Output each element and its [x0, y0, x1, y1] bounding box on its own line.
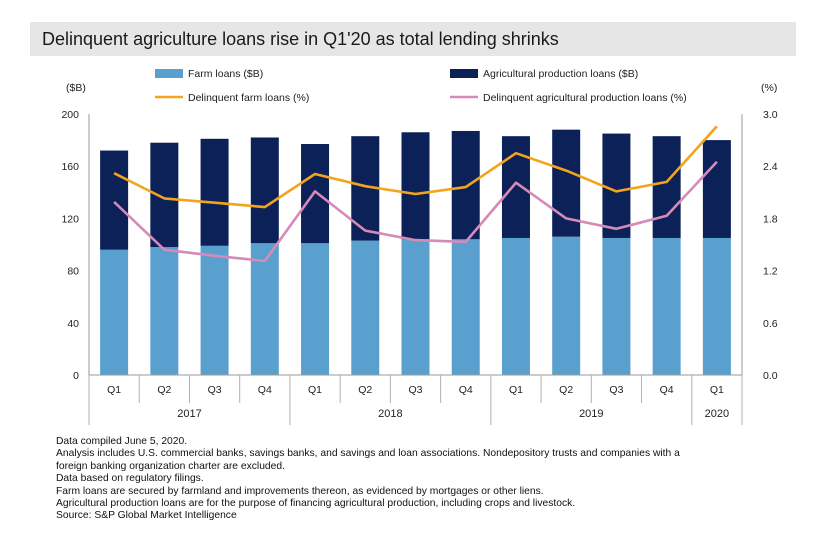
bar-farm-loans [200, 245, 229, 375]
footnote-analysis: Analysis includes U.S. commercial banks,… [56, 448, 680, 460]
quarter-label: Q1 [308, 384, 322, 396]
right-tick-label: 1.8 [763, 213, 778, 225]
bar-farm-loans [250, 243, 279, 375]
bar-ag-production-loans [100, 150, 129, 250]
bar-ag-production-loans [451, 130, 480, 240]
left-axis-ticks: 0 40 80 120 160 200 [61, 109, 79, 382]
bar-farm-loans [401, 239, 430, 375]
line-delinquent-farm-loans [113, 125, 718, 209]
legend-label-ag-production-loans: Agricultural production loans ($B) [483, 68, 638, 80]
right-tick-label: 2.4 [763, 161, 778, 173]
quarter-label: Q1 [107, 384, 121, 396]
footnote-compiled: Data compiled June 5, 2020. [56, 436, 188, 447]
legend-label-farm-loans: Farm loans ($B) [188, 68, 263, 80]
left-tick-label: 160 [61, 161, 79, 173]
x-axis: Q1 Q2 Q3 Q4 Q1 Q2 Q3 Q4 Q1 Q2 Q3 Q4 Q1 2017 2018 2019 20… [88, 114, 743, 425]
bar-ag-production-loans [401, 132, 430, 240]
quarter-label: Q4 [459, 384, 473, 396]
footnote-farm-loans: Farm loans are secured by farmland and i… [56, 485, 544, 497]
quarter-label: Q3 [408, 384, 422, 396]
right-tick-label: 1.2 [763, 266, 778, 278]
chart-area: Farm loans ($B) Agricultural production … [30, 56, 796, 431]
quarter-label: Q3 [208, 384, 222, 396]
chart-svg: Farm loans ($B) Agricultural production … [61, 68, 778, 425]
year-label: 2019 [579, 408, 603, 420]
bar-farm-loans [552, 236, 581, 375]
footnote-ag-production: Agricultural production loans are for th… [56, 498, 576, 510]
legend: Farm loans ($B) Agricultural production … [155, 68, 687, 104]
right-axis-ticks: 0.0 0.6 1.2 1.8 2.4 3.0 [763, 109, 778, 382]
bar-ag-production-loans [301, 144, 330, 244]
left-tick-label: 40 [67, 318, 79, 330]
bar-farm-loans [150, 247, 179, 375]
quarter-label: Q4 [660, 384, 674, 396]
left-tick-label: 120 [61, 213, 79, 225]
right-axis-unit-label: (%) [761, 82, 777, 94]
bar-farm-loans [501, 237, 530, 375]
bar-farm-loans [301, 243, 330, 375]
lines [113, 125, 718, 263]
left-tick-label: 200 [61, 109, 79, 121]
right-tick-label: 0.0 [763, 370, 778, 382]
title-bar [30, 22, 796, 56]
bar-ag-production-loans [702, 140, 731, 238]
footnote-analysis-cont: foreign banking organization charter are… [56, 460, 285, 472]
bar-farm-loans [702, 237, 731, 375]
legend-label-delinquent-farm: Delinquent farm loans (%) [188, 92, 309, 104]
left-axis-unit-label: ($B) [66, 82, 86, 94]
legend-swatch-farm-loans [155, 69, 183, 78]
quarter-label: Q2 [358, 384, 372, 396]
bar-ag-production-loans [250, 137, 279, 244]
bar-farm-loans [100, 249, 129, 375]
legend-swatch-ag-production-loans [450, 69, 478, 78]
year-label: 2018 [378, 408, 402, 420]
bar-farm-loans [652, 237, 681, 375]
right-tick-label: 0.6 [763, 318, 778, 330]
bar-farm-loans [602, 237, 631, 375]
bar-ag-production-loans [200, 138, 229, 246]
bar-ag-production-loans [501, 136, 530, 238]
bar-farm-loans [351, 240, 380, 375]
quarter-label: Q3 [609, 384, 623, 396]
bar-farm-loans [451, 239, 480, 375]
quarter-label: Q2 [559, 384, 573, 396]
line-delinquent-ag-production-loans [113, 160, 718, 263]
left-tick-label: 80 [67, 266, 79, 278]
footnote-source: Source: S&P Global Market Intelligence [56, 510, 237, 522]
year-label: 2020 [705, 408, 729, 420]
quarter-label: Q2 [157, 384, 171, 396]
footnote-regulatory: Data based on regulatory filings. [56, 473, 204, 485]
bar-ag-production-loans [602, 133, 631, 238]
legend-label-delinquent-ag-production: Delinquent agricultural production loans… [483, 92, 687, 104]
quarter-label: Q4 [258, 384, 272, 396]
right-tick-label: 3.0 [763, 109, 778, 121]
bar-ag-production-loans [652, 136, 681, 238]
footnotes: Data compiled June 5, 2020. Analysis inc… [56, 436, 786, 523]
chart-title: Delinquent agriculture loans rise in Q1'… [42, 29, 559, 49]
left-tick-label: 0 [73, 370, 79, 382]
quarter-label: Q1 [509, 384, 523, 396]
year-label: 2017 [177, 408, 201, 420]
quarter-label: Q1 [710, 384, 724, 396]
